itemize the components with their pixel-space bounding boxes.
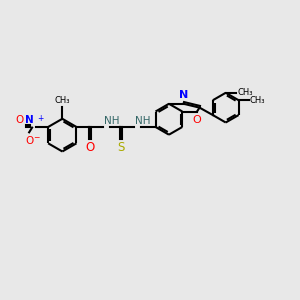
Text: O: O [15,116,23,125]
Text: CH₃: CH₃ [250,96,266,105]
Text: N: N [179,90,188,100]
Text: S: S [117,141,124,154]
Text: +: + [37,114,43,123]
Text: CH₃: CH₃ [55,96,70,105]
Text: O: O [193,116,201,125]
Text: NH: NH [104,116,120,126]
Text: O: O [85,141,94,154]
Text: NH: NH [135,116,151,126]
Text: CH₃: CH₃ [237,88,253,97]
Text: −: − [33,134,39,142]
Text: O: O [25,136,33,146]
Text: N: N [26,116,34,125]
